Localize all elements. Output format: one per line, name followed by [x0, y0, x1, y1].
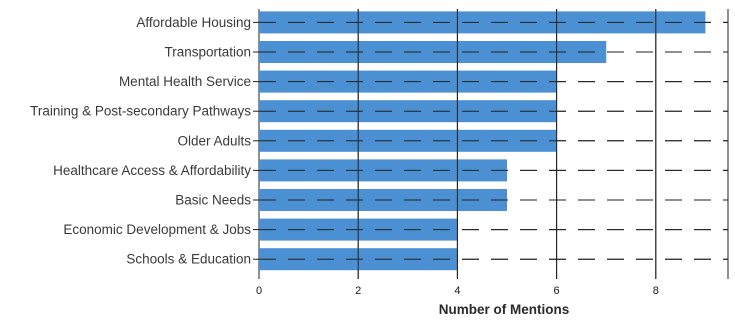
x-tick-labels: 0 2 4 6 8 — [256, 285, 659, 297]
category-label: Healthcare Access & Affordability — [53, 163, 251, 178]
bar — [259, 11, 706, 34]
category-label: Transportation — [164, 45, 251, 60]
x-tick-label: 2 — [355, 285, 361, 297]
category-label: Mental Health Service — [119, 74, 251, 89]
x-tick-label: 0 — [256, 285, 262, 297]
category-label: Training & Post-secondary Pathways — [30, 104, 251, 119]
x-tick-label: 8 — [653, 285, 659, 297]
category-labels: Affordable Housing Transportation Mental H… — [30, 15, 251, 267]
category-label: Older Adults — [177, 133, 251, 148]
x-tick-label: 6 — [554, 285, 560, 297]
category-label: Affordable Housing — [136, 15, 251, 30]
category-label: Basic Needs — [175, 193, 251, 208]
x-tick-label: 4 — [454, 285, 460, 297]
category-label: Economic Development & Jobs — [63, 222, 251, 237]
gridline-overlay — [253, 9, 728, 279]
bar — [259, 41, 607, 63]
category-label: Schools & Education — [126, 252, 251, 267]
x-axis-title: Number of Mentions — [439, 302, 570, 317]
bars — [259, 11, 706, 271]
